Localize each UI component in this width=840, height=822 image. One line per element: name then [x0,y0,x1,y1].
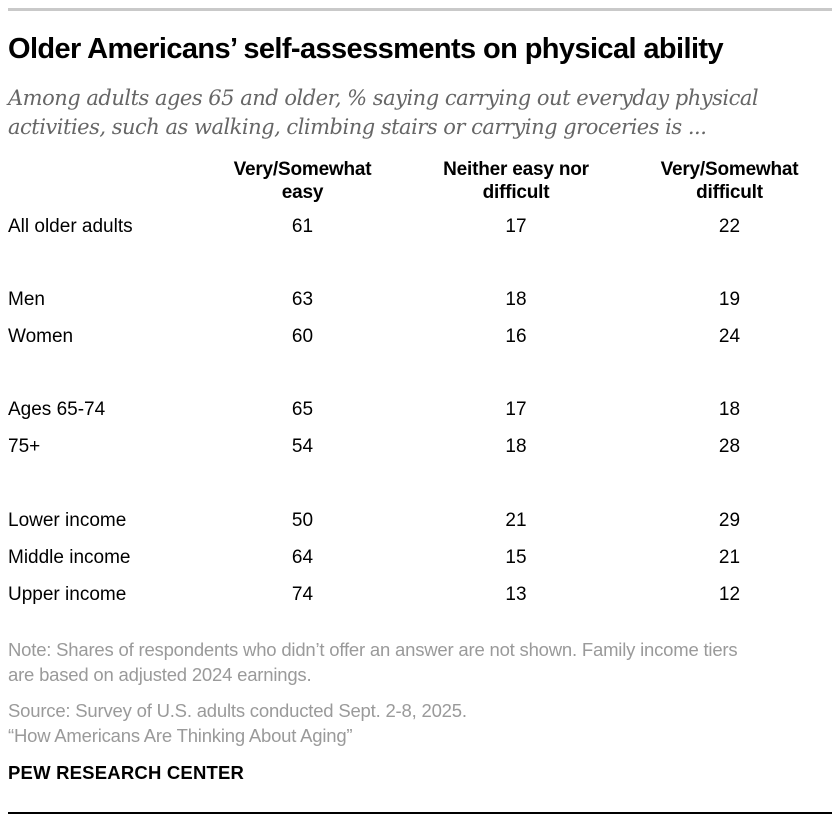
table-row-upper-income: Upper income 74 13 12 [8,576,838,613]
chart-subtitle: Among adults ages 65 and older, % saying… [8,84,836,142]
column-header-neither: Neither easy nor difficult [443,159,589,203]
column-header-difficult: Very/Somewhat difficult [660,159,799,203]
table-row-women: Women 60 16 24 [8,318,838,355]
row-label: Women [8,325,74,347]
note-line-2: are based on adjusted 2024 earnings. [8,664,312,685]
note-line-1: Note: Shares of respondents who didn’t o… [8,639,738,660]
cell-difficult: 24 [718,325,741,347]
header-spacer-cell [8,158,200,204]
row-label: Men [8,288,45,310]
cell-neither: 18 [505,288,527,310]
cell-easy: 50 [291,509,314,531]
cell-neither: 13 [505,583,527,605]
report-title-line: “How Americans Are Thinking About Aging” [8,725,353,746]
cell-difficult: 22 [718,215,741,237]
cell-neither: 16 [505,325,527,347]
cell-neither: 18 [505,435,527,457]
cell-difficult: 21 [718,546,741,568]
row-label: Lower income [8,509,127,531]
bottom-rule [8,812,832,814]
cell-difficult: 19 [718,288,741,310]
column-header-easy: Very/Somewhat easy [233,159,372,203]
cell-difficult: 29 [718,509,741,531]
table-row-lower-income: Lower income 50 21 29 [8,502,838,539]
cell-neither: 15 [505,546,527,568]
data-table: Very/Somewhat easy Neither easy nor diff… [8,158,838,613]
cell-difficult: 12 [718,583,741,605]
pew-research-center-wordmark: PEW RESEARCH CENTER [8,762,245,783]
row-label: Upper income [8,583,127,605]
source-line: Source: Survey of U.S. adults conducted … [8,700,467,721]
row-label: All older adults [8,215,133,237]
cell-easy: 61 [291,215,314,237]
table-row-all-older-adults: All older adults 61 17 22 [8,208,838,245]
cell-easy: 60 [291,325,314,347]
cell-neither: 17 [505,215,527,237]
cell-neither: 17 [505,398,527,420]
cell-easy: 54 [291,435,314,457]
page-title: Older Americans’ self-assessments on phy… [8,33,724,65]
table-row-middle-income: Middle income 64 15 21 [8,539,838,576]
row-label: Ages 65-74 [8,398,106,420]
top-rule [8,8,832,11]
cell-easy: 74 [291,583,314,605]
row-label: 75+ [8,435,41,457]
cell-difficult: 28 [718,435,741,457]
cell-easy: 64 [291,546,314,568]
table-row-ages-65-74: Ages 65-74 65 17 18 [8,391,838,428]
table-row-men: Men 63 18 19 [8,281,838,318]
footer-notes: Note: Shares of respondents who didn’t o… [8,637,836,748]
cell-neither: 21 [505,509,527,531]
row-label: Middle income [8,546,131,568]
table-header-row: Very/Somewhat easy Neither easy nor diff… [8,158,838,204]
cell-difficult: 18 [718,398,741,420]
subtitle-line-1: Among adults ages 65 and older, % saying… [8,86,759,110]
cell-easy: 63 [291,288,314,310]
subtitle-line-2: activities, such as walking, climbing st… [8,115,707,139]
cell-easy: 65 [291,398,314,420]
table-row-75-plus: 75+ 54 18 28 [8,428,838,465]
